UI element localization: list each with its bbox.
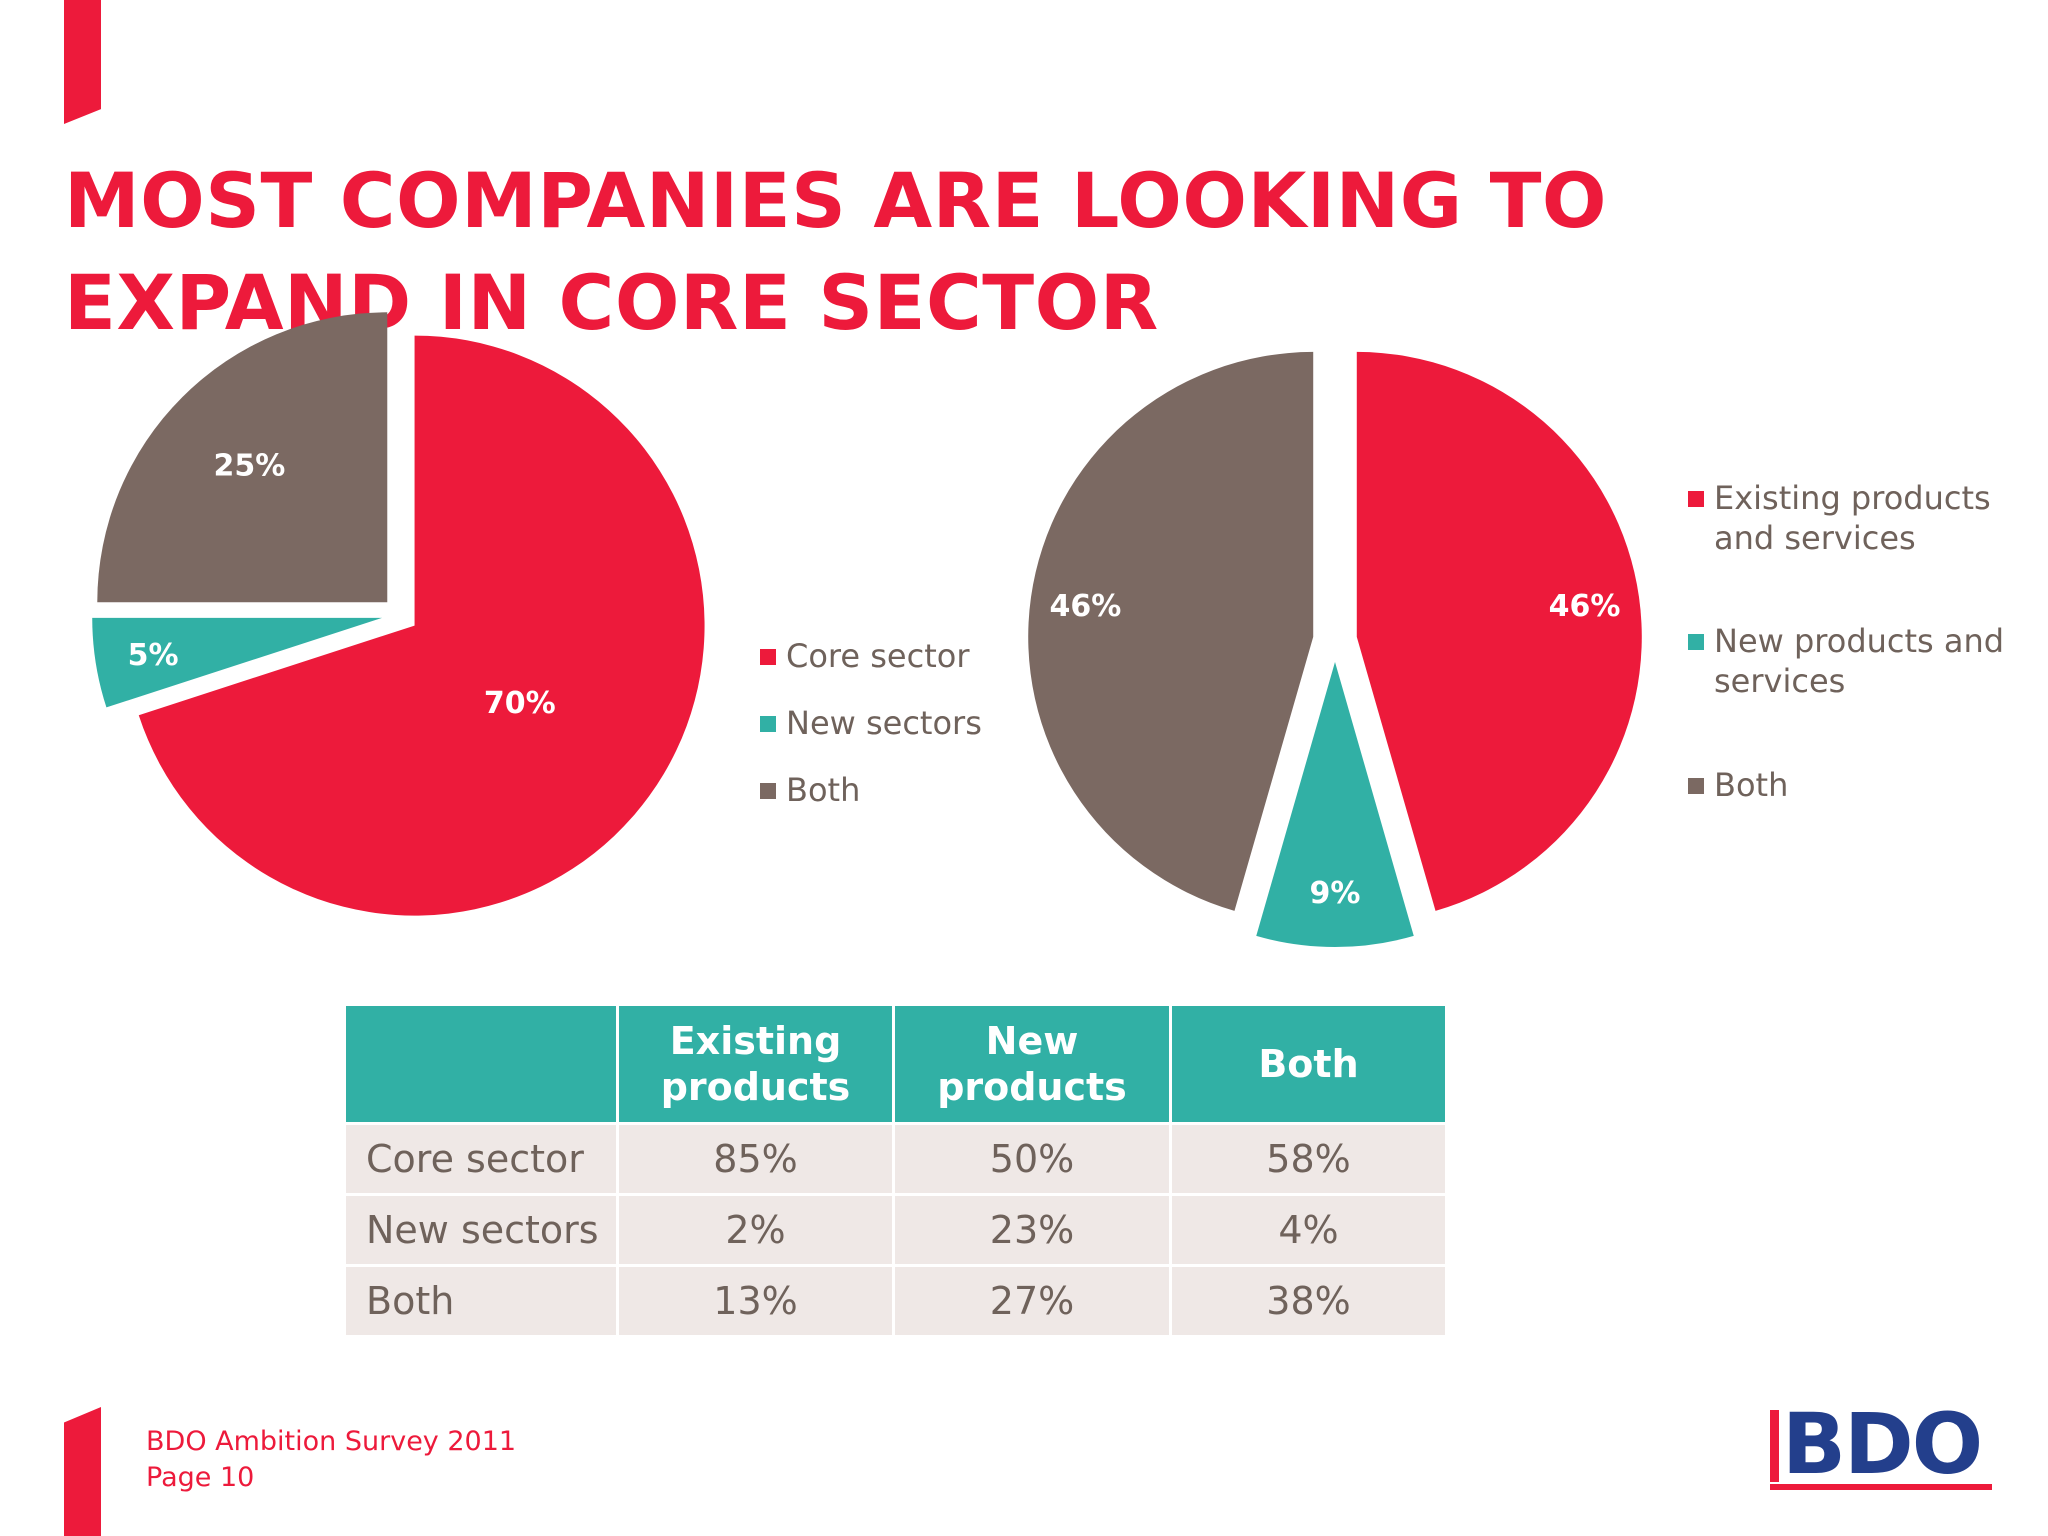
legend-label: New sectors bbox=[786, 704, 982, 742]
table-cell: 4% bbox=[1169, 1193, 1448, 1267]
table-header-row: Existing products New products Both bbox=[343, 1003, 1448, 1125]
legend-swatch bbox=[760, 783, 776, 799]
pie-products-slice-label-1: 9% bbox=[1310, 876, 1361, 911]
legend-swatch bbox=[760, 649, 776, 665]
legend-item-core-sector: Core sector bbox=[760, 636, 969, 676]
pie-products-slice-0 bbox=[1356, 351, 1642, 911]
legend-item-both-products: Both bbox=[1688, 765, 2014, 805]
bdo-logo: BDO bbox=[1770, 1398, 2000, 1490]
legend-item-both: Both bbox=[760, 770, 860, 810]
row-label: Core sector bbox=[343, 1122, 619, 1196]
footer: BDO Ambition Survey 2011 Page 10 bbox=[146, 1424, 516, 1496]
table-cell: 13% bbox=[616, 1264, 895, 1338]
pie-sector-slice-0 bbox=[138, 335, 705, 916]
pie-products-slice-label-0: 46% bbox=[1549, 589, 1621, 624]
table-cell: 2% bbox=[616, 1193, 895, 1267]
legend-item-new-products: New products and services bbox=[1688, 621, 2014, 701]
logo-red-underline bbox=[1770, 1484, 1992, 1490]
legend-label: Both bbox=[1714, 766, 1789, 804]
table-cell: 50% bbox=[892, 1122, 1172, 1196]
table-row: Both 13% 27% 38% bbox=[343, 1264, 1448, 1338]
bottom-accent-bar bbox=[64, 1407, 101, 1536]
legend-label: New products and services bbox=[1714, 622, 2005, 700]
legend-label: Both bbox=[786, 771, 861, 809]
table-cell: 85% bbox=[616, 1122, 895, 1196]
table-header-empty bbox=[343, 1003, 619, 1125]
slide-title: MOST COMPANIES ARE LOOKING TO EXPAND IN … bbox=[64, 156, 1608, 347]
table-header-existing-products: Existing products bbox=[616, 1003, 895, 1125]
pie-sector-slice-label-2: 25% bbox=[213, 448, 285, 483]
cross-tab-table: Existing products New products Both Core… bbox=[343, 1003, 1448, 1338]
legend-item-existing-products: Existing products and services bbox=[1688, 478, 2014, 558]
pie-sector-slice-2 bbox=[97, 312, 388, 603]
legend-item-new-sectors: New sectors bbox=[760, 703, 982, 743]
logo-text: BDO bbox=[1782, 1395, 1983, 1493]
legend-swatch bbox=[1688, 778, 1704, 794]
table-cell: 23% bbox=[892, 1193, 1172, 1267]
table-header-new-products: New products bbox=[892, 1003, 1172, 1125]
row-label: New sectors bbox=[343, 1193, 619, 1267]
legend-swatch bbox=[1688, 634, 1704, 650]
table-cell: 58% bbox=[1169, 1122, 1448, 1196]
footer-survey-name: BDO Ambition Survey 2011 bbox=[146, 1426, 517, 1457]
legend-label: Existing products and services bbox=[1714, 479, 1991, 557]
table-row: Core sector 85% 50% 58% bbox=[343, 1122, 1448, 1196]
legend-swatch bbox=[1688, 491, 1704, 507]
legend-swatch bbox=[760, 716, 776, 732]
table-cell: 38% bbox=[1169, 1264, 1448, 1338]
table-row: New sectors 2% 23% 4% bbox=[343, 1193, 1448, 1267]
pie-products-slice-2 bbox=[1028, 351, 1314, 911]
footer-page-number: Page 10 bbox=[146, 1462, 255, 1493]
pie-sector-slice-1 bbox=[92, 617, 383, 708]
legend-label: Core sector bbox=[786, 637, 970, 675]
logo-red-bar bbox=[1770, 1410, 1779, 1482]
pie-products-slice-1 bbox=[1256, 662, 1414, 947]
top-accent-bar bbox=[64, 0, 101, 124]
table-header-both: Both bbox=[1169, 1003, 1448, 1125]
pie-sector-slice-label-1: 5% bbox=[128, 638, 179, 673]
pie-products-slice-label-2: 46% bbox=[1050, 589, 1122, 624]
row-label: Both bbox=[343, 1264, 619, 1338]
pie-sector-slice-label-0: 70% bbox=[484, 686, 556, 721]
table-cell: 27% bbox=[892, 1264, 1172, 1338]
